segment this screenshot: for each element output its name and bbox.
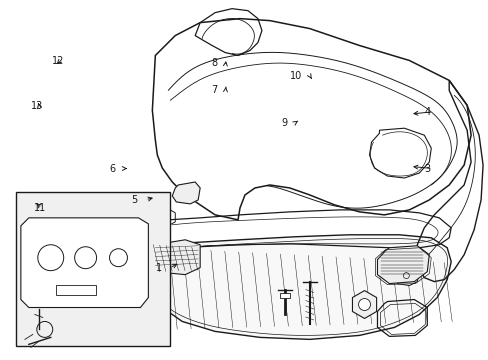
Text: 3: 3 <box>424 163 430 174</box>
Text: 13: 13 <box>31 102 43 112</box>
Text: 11: 11 <box>34 203 46 213</box>
Polygon shape <box>377 246 428 284</box>
Text: 7: 7 <box>211 85 217 95</box>
Circle shape <box>358 298 370 310</box>
Polygon shape <box>148 240 200 275</box>
Text: 5: 5 <box>131 195 137 205</box>
Text: 6: 6 <box>109 163 115 174</box>
Bar <box>56 285 95 294</box>
Polygon shape <box>150 235 450 339</box>
Polygon shape <box>352 291 376 319</box>
Polygon shape <box>393 266 419 285</box>
Text: 9: 9 <box>281 118 287 128</box>
Text: 2: 2 <box>92 225 98 235</box>
Bar <box>16 192 170 346</box>
Text: 10: 10 <box>289 71 302 81</box>
Polygon shape <box>21 218 148 307</box>
Bar <box>279 293 289 298</box>
Text: 8: 8 <box>211 58 217 68</box>
Text: 12: 12 <box>52 56 64 66</box>
Text: 4: 4 <box>424 107 430 117</box>
Polygon shape <box>172 182 200 204</box>
Text: 1: 1 <box>155 263 162 273</box>
